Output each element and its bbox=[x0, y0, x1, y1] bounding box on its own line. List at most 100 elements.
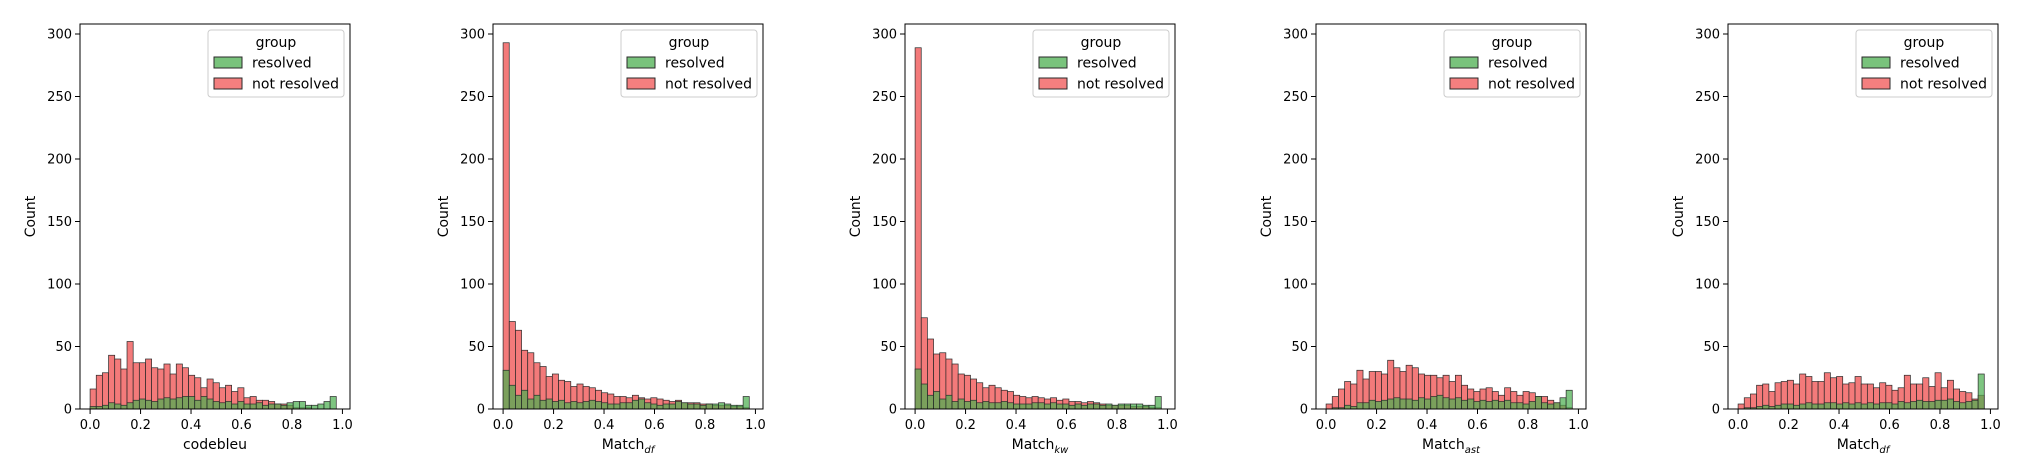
x-tick-label: 0.6 bbox=[644, 418, 665, 433]
x-tick-label: 0.4 bbox=[181, 418, 202, 433]
bar-resolved-13 bbox=[582, 401, 590, 410]
x-axis-label: codebleu bbox=[183, 437, 247, 453]
x-tick-label: 0.2 bbox=[130, 418, 151, 433]
y-tick-label: 50 bbox=[880, 340, 897, 355]
bar-resolved-39 bbox=[742, 396, 750, 410]
bar-resolved-22 bbox=[1461, 399, 1468, 410]
bar-resolved-35 bbox=[1541, 402, 1549, 410]
bar-resolved-17 bbox=[194, 399, 202, 410]
bar-resolved-31 bbox=[1928, 401, 1936, 410]
legend-swatch-not-resolved bbox=[213, 77, 243, 90]
x-tick-label: 0.2 bbox=[543, 418, 564, 433]
bar-resolved-17 bbox=[607, 403, 615, 410]
y-tick-label: 300 bbox=[872, 28, 897, 43]
bar-resolved-26 bbox=[1074, 403, 1082, 410]
legend: group resolved not resolved bbox=[620, 29, 758, 98]
bar-resolved-37 bbox=[317, 403, 325, 410]
legend-label-not-resolved: not resolved bbox=[1488, 77, 1575, 93]
bar-resolved-39 bbox=[1154, 396, 1162, 410]
bar-not-resolved-5 bbox=[120, 368, 128, 410]
bar-resolved-27 bbox=[668, 403, 676, 410]
legend: group resolved not resolved bbox=[1855, 29, 1993, 98]
bar-resolved-33 bbox=[1528, 401, 1536, 410]
bar-resolved-29 bbox=[268, 403, 276, 410]
x-tick-label: 0.4 bbox=[594, 418, 615, 433]
x-tick-label: 1.0 bbox=[1980, 418, 2001, 433]
bar-resolved-26 bbox=[1485, 401, 1493, 410]
bar-resolved-10 bbox=[1387, 398, 1395, 410]
bar-resolved-29 bbox=[681, 402, 689, 410]
bar-resolved-19 bbox=[1854, 402, 1862, 410]
x-tick-label: 0.8 bbox=[1518, 418, 1539, 433]
y-tick-label: 150 bbox=[47, 215, 72, 230]
bar-resolved-13 bbox=[1405, 398, 1413, 410]
x-tick-label: 0.0 bbox=[905, 418, 926, 433]
bar-resolved-34 bbox=[1534, 396, 1542, 410]
bar-not-resolved-3 bbox=[108, 354, 116, 410]
bar-resolved-14 bbox=[1823, 402, 1831, 410]
bar-resolved-21 bbox=[1866, 402, 1874, 410]
bar-resolved-12 bbox=[163, 397, 171, 410]
bar-resolved-30 bbox=[1099, 404, 1107, 410]
bar-resolved-25 bbox=[656, 404, 664, 410]
bar-resolved-24 bbox=[1473, 401, 1481, 410]
legend-label-not-resolved: not resolved bbox=[252, 77, 339, 93]
axes-frame bbox=[1727, 23, 1999, 410]
legend-label-not-resolved: not resolved bbox=[665, 77, 752, 93]
bar-not-resolved-1 bbox=[1743, 397, 1751, 410]
bar-resolved-22 bbox=[1873, 403, 1880, 410]
bar-resolved-35 bbox=[718, 402, 726, 410]
bar-resolved-18 bbox=[1025, 403, 1033, 410]
bar-resolved-36 bbox=[724, 403, 732, 410]
bar-resolved-9 bbox=[1381, 399, 1388, 410]
bar-resolved-10 bbox=[1799, 403, 1807, 410]
bar-resolved-6 bbox=[951, 401, 959, 410]
bar-resolved-13 bbox=[994, 402, 1002, 410]
bar-resolved-25 bbox=[1891, 403, 1899, 410]
bar-resolved-2 bbox=[102, 404, 109, 410]
bar-resolved-36 bbox=[1959, 402, 1967, 410]
y-tick-label: 50 bbox=[1291, 340, 1308, 355]
y-tick-label: 50 bbox=[55, 340, 72, 355]
y-tick-label: 0 bbox=[1712, 403, 1720, 418]
bar-resolved-32 bbox=[1522, 403, 1530, 410]
bar-not-resolved-4 bbox=[114, 358, 122, 410]
y-tick-label: 150 bbox=[460, 215, 485, 230]
bar-resolved-25 bbox=[1068, 404, 1076, 410]
y-axis-label: Count bbox=[1671, 195, 1687, 237]
bar-resolved-38 bbox=[323, 401, 331, 410]
bar-resolved-14 bbox=[1000, 401, 1008, 410]
bar-resolved-27 bbox=[1903, 402, 1911, 410]
legend-swatch-not-resolved bbox=[1861, 77, 1891, 90]
bar-resolved-4 bbox=[114, 403, 122, 410]
axes-frame bbox=[1315, 23, 1587, 410]
bar-resolved-7 bbox=[957, 398, 965, 410]
bar-resolved-6 bbox=[539, 399, 547, 410]
bar-resolved-30 bbox=[274, 403, 282, 410]
y-tick-label: 100 bbox=[1283, 278, 1308, 293]
bar-not-resolved-3 bbox=[1344, 381, 1352, 410]
bar-resolved-32 bbox=[1934, 399, 1942, 410]
bar-resolved-38 bbox=[1971, 399, 1979, 410]
legend-title: group bbox=[1081, 35, 1122, 51]
bar-not-resolved-0 bbox=[1325, 403, 1333, 410]
legend-swatch-resolved bbox=[1449, 56, 1479, 69]
x-tick-label: 0.0 bbox=[80, 418, 101, 433]
bar-resolved-27 bbox=[1080, 404, 1088, 410]
bar-resolved-12 bbox=[1399, 398, 1407, 410]
bar-resolved-21 bbox=[218, 402, 226, 410]
x-tick-label: 0.0 bbox=[1728, 418, 1749, 433]
x-tick-label: 1.0 bbox=[1157, 418, 1178, 433]
x-tick-label: 0.2 bbox=[1778, 418, 1799, 433]
bar-resolved-39 bbox=[1977, 373, 1985, 410]
y-tick-label: 50 bbox=[468, 340, 485, 355]
bar-resolved-28 bbox=[675, 401, 682, 410]
legend-label-not-resolved: not resolved bbox=[1900, 77, 1987, 93]
bar-resolved-8 bbox=[138, 398, 146, 410]
bar-resolved-33 bbox=[705, 403, 713, 410]
y-tick-label: 200 bbox=[1695, 153, 1720, 168]
bar-resolved-18 bbox=[1848, 403, 1856, 410]
bar-resolved-31 bbox=[1105, 403, 1113, 410]
x-tick-label: 0.6 bbox=[1467, 418, 1488, 433]
bar-resolved-16 bbox=[1013, 403, 1021, 410]
